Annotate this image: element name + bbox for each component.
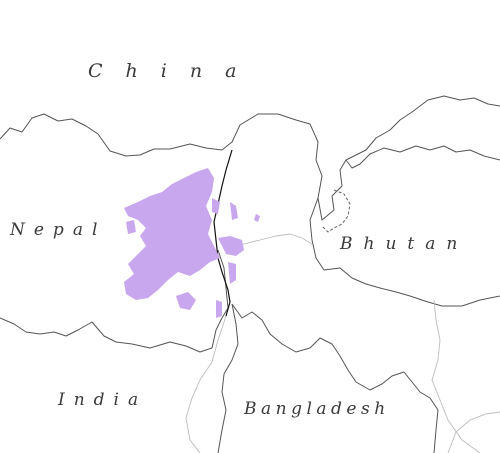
india-state-border-3 — [431, 299, 481, 453]
india-state-border-4 — [447, 411, 500, 453]
sikkim-west-border — [213, 149, 233, 317]
range-patch-west — [126, 220, 136, 234]
range-patch-main — [124, 168, 220, 300]
bangladesh-west-border — [217, 303, 239, 453]
china-nepal-border — [0, 95, 500, 221]
distribution-range — [124, 168, 260, 318]
bangladesh-border — [231, 303, 439, 453]
label-bangladesh: Bangladesh — [244, 399, 390, 419]
range-patch-east — [218, 236, 244, 256]
label-bhutan: Bhutan — [340, 234, 469, 254]
bhutan-india-border — [309, 197, 500, 307]
range-patch-se — [228, 262, 236, 284]
range-patch-south — [176, 292, 196, 310]
label-nepal: Nepal — [10, 220, 107, 240]
disputed-boundary — [321, 189, 351, 233]
range-patch-small-2 — [254, 214, 260, 222]
india-state-border-1 — [227, 233, 313, 251]
india-state-border-2 — [185, 315, 227, 453]
range-patch-small-1 — [216, 300, 222, 318]
label-china: China — [88, 60, 260, 82]
bhutan-north-border — [345, 145, 500, 169]
range-patch-ne — [230, 202, 238, 220]
label-india: India — [58, 390, 148, 410]
range-patch-north — [212, 198, 220, 214]
nepal-india-border — [0, 249, 229, 353]
